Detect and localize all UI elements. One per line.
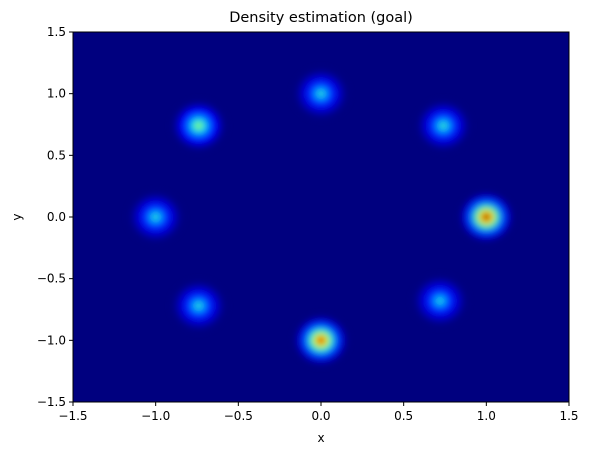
x-tick-label: 1.5 (559, 409, 578, 423)
density-mode (410, 272, 471, 329)
y-axis-ticks: −1.5 −1.0 −0.5 0.0 0.5 1.0 1.5 (37, 25, 73, 409)
y-tick-label: 1.5 (47, 25, 66, 39)
y-tick-label: −1.5 (37, 395, 66, 409)
density-mode (125, 189, 186, 245)
density-mode (291, 65, 351, 122)
y-tick-label: −0.5 (37, 272, 66, 286)
y-tick-label: 0.5 (47, 148, 66, 162)
x-tick-label: −0.5 (224, 409, 253, 423)
y-tick-label: 1.0 (47, 87, 66, 101)
density-mode (456, 189, 517, 245)
x-tick-label: 1.0 (477, 409, 496, 423)
plot-area (72, 31, 570, 403)
density-mode (291, 312, 351, 369)
density-mode (168, 97, 229, 154)
density-modes (125, 65, 517, 369)
y-axis-label: y (10, 213, 24, 220)
density-mode (168, 277, 229, 334)
density-mode (413, 97, 474, 154)
chart-title: Density estimation (goal) (229, 10, 413, 26)
x-tick-label: −1.5 (58, 409, 87, 423)
x-tick-label: 0.0 (311, 409, 330, 423)
x-axis-label: x (317, 431, 324, 445)
x-tick-label: −1.0 (141, 409, 170, 423)
y-tick-label: 0.0 (47, 210, 66, 224)
x-tick-label: 0.5 (394, 409, 413, 423)
y-tick-label: −1.0 (37, 333, 66, 347)
x-axis-ticks: −1.5 −1.0 −0.5 0.0 0.5 1.0 1.5 (58, 402, 579, 423)
